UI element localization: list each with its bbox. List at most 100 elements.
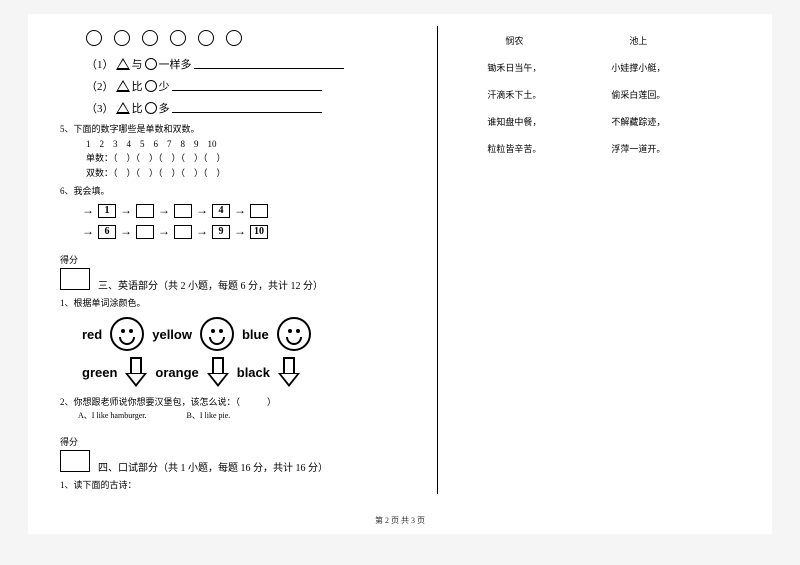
q5-even[interactable]: 双数：（ ）（ ）（ ）（ ）（ ） xyxy=(86,166,423,180)
num-box[interactable]: 6 xyxy=(98,225,116,239)
arrow-icon: → xyxy=(158,203,170,218)
section-4: 得分 四、口试部分（共 1 小题，每题 16 分，共计 16 分） 1、读下面的… xyxy=(60,435,423,491)
num-box[interactable] xyxy=(174,225,192,239)
prefix: （3） xyxy=(86,100,114,116)
left-column: （1） 与 一样多 （2） 比 少 （3） 比 多 5、下面的数字哪些是单数和双… xyxy=(46,26,435,522)
color-label-orange: orange xyxy=(155,365,198,380)
arrow-icon: → xyxy=(82,203,94,218)
score-box[interactable] xyxy=(60,268,90,290)
arrow-icon: → xyxy=(234,203,246,218)
section-3-title: 三、英语部分（共 2 小题，每题 6 分，共计 12 分） xyxy=(98,277,323,292)
face-icon[interactable] xyxy=(110,317,144,351)
conj: 与 xyxy=(132,56,143,72)
triangle-icon xyxy=(116,58,130,70)
color-face-row-1: red yellow blue xyxy=(82,317,423,351)
circle-icon xyxy=(145,102,157,114)
blank-line[interactable] xyxy=(172,81,322,91)
q3-1: 1、根据单词涂颜色。 xyxy=(60,296,423,309)
poem-1-title: 悯农 xyxy=(487,34,541,47)
score-box[interactable] xyxy=(60,450,90,472)
num-box[interactable] xyxy=(250,204,268,218)
poem-line: 偷采白莲回。 xyxy=(611,88,665,101)
num-box[interactable] xyxy=(136,225,154,239)
section-4-title: 四、口试部分（共 1 小题，每题 16 分，共计 16 分） xyxy=(98,459,328,474)
prefix: （1） xyxy=(86,56,114,72)
sequence-row-1: → 1 → → → 4 → xyxy=(82,203,423,218)
down-arrow-icon[interactable] xyxy=(278,357,300,387)
color-label-green: green xyxy=(82,365,117,380)
q4-1: 1、读下面的古诗： xyxy=(60,478,423,491)
face-icon[interactable] xyxy=(200,317,234,351)
circle-icon xyxy=(226,30,242,46)
text: 多 xyxy=(159,100,170,116)
num-box[interactable] xyxy=(174,204,192,218)
text: 少 xyxy=(159,78,170,94)
num-box[interactable] xyxy=(136,204,154,218)
arrow-icon: → xyxy=(234,224,246,239)
arrow-icon: → xyxy=(82,224,94,239)
color-arrow-row: green orange black xyxy=(82,357,423,387)
poem-line: 锄禾日当午， xyxy=(487,61,541,74)
poem-line: 粒粒皆辛苦。 xyxy=(487,142,541,155)
q5-numbers: 1 2 3 4 5 6 7 8 9 10 xyxy=(86,137,423,151)
compare-line-2: （2） 比 少 xyxy=(86,78,423,94)
arrow-icon: → xyxy=(196,224,208,239)
triangle-icon xyxy=(116,102,130,114)
arrow-icon: → xyxy=(120,203,132,218)
poem-2: 池上 小娃撑小艇， 偷采白莲回。 不解藏踪迹， 浮萍一道开。 xyxy=(611,34,665,155)
arrow-icon: → xyxy=(158,224,170,239)
q5-odd[interactable]: 单数：（ ）（ ）（ ）（ ）（ ） xyxy=(86,151,423,165)
right-column: 悯农 锄禾日当午， 汗滴禾下土。 谁知盘中餐， 粒粒皆辛苦。 池上 小娃撑小艇，… xyxy=(435,26,754,522)
worksheet-page: （1） 与 一样多 （2） 比 少 （3） 比 多 5、下面的数字哪些是单数和双… xyxy=(28,14,772,534)
compare-line-1: （1） 与 一样多 xyxy=(86,56,423,72)
poem-line: 浮萍一道开。 xyxy=(611,142,665,155)
page-footer: 第 2 页 共 3 页 xyxy=(28,515,772,526)
circle-icon xyxy=(145,80,157,92)
text: 一样多 xyxy=(159,56,192,72)
triangle-icon xyxy=(116,80,130,92)
circle-icon xyxy=(198,30,214,46)
down-arrow-icon[interactable] xyxy=(207,357,229,387)
prefix: （2） xyxy=(86,78,114,94)
q3-2: 2、你想跟老师说你想要汉堡包，该怎么说：（ ） xyxy=(60,395,423,408)
column-divider xyxy=(437,26,438,494)
circle-icon xyxy=(170,30,186,46)
color-label-yellow: yellow xyxy=(152,327,192,342)
poem-1: 悯农 锄禾日当午， 汗滴禾下土。 谁知盘中餐， 粒粒皆辛苦。 xyxy=(487,34,541,155)
compare-line-3: （3） 比 多 xyxy=(86,100,423,116)
conj: 比 xyxy=(132,78,143,94)
arrow-icon: → xyxy=(120,224,132,239)
q3-2-options: A、I like hamburger. B、I like pie. xyxy=(78,410,423,421)
color-label-black: black xyxy=(237,365,270,380)
circle-icon xyxy=(145,58,157,70)
num-box[interactable]: 9 xyxy=(212,225,230,239)
score-label: 得分 xyxy=(60,253,423,266)
conj: 比 xyxy=(132,100,143,116)
num-box[interactable]: 4 xyxy=(212,204,230,218)
poem-line: 谁知盘中餐， xyxy=(487,115,541,128)
num-box[interactable]: 10 xyxy=(250,225,268,239)
circle-icon xyxy=(142,30,158,46)
color-label-blue: blue xyxy=(242,327,269,342)
face-icon[interactable] xyxy=(277,317,311,351)
poem-block: 悯农 锄禾日当午， 汗滴禾下土。 谁知盘中餐， 粒粒皆辛苦。 池上 小娃撑小艇，… xyxy=(487,34,754,155)
color-label-red: red xyxy=(82,327,102,342)
blank-line[interactable] xyxy=(194,59,344,69)
arrow-icon: → xyxy=(196,203,208,218)
poem-line: 汗滴禾下土。 xyxy=(487,88,541,101)
circle-icon xyxy=(86,30,102,46)
blank-line[interactable] xyxy=(172,103,322,113)
score-label: 得分 xyxy=(60,435,423,448)
option-b[interactable]: B、I like pie. xyxy=(187,410,231,421)
section-3: 得分 三、英语部分（共 2 小题，每题 6 分，共计 12 分） 1、根据单词涂… xyxy=(60,253,423,421)
sequence-row-2: → 6 → → → 9 → 10 xyxy=(82,224,423,239)
poem-line: 小娃撑小艇， xyxy=(611,61,665,74)
num-box[interactable]: 1 xyxy=(98,204,116,218)
poem-line: 不解藏踪迹， xyxy=(611,115,665,128)
q5-title: 5、下面的数字哪些是单数和双数。 xyxy=(60,122,423,135)
option-a[interactable]: A、I like hamburger. xyxy=(78,410,147,421)
q6-title: 6、我会填。 xyxy=(60,184,423,197)
down-arrow-icon[interactable] xyxy=(125,357,147,387)
circle-icon xyxy=(114,30,130,46)
poem-2-title: 池上 xyxy=(611,34,665,47)
